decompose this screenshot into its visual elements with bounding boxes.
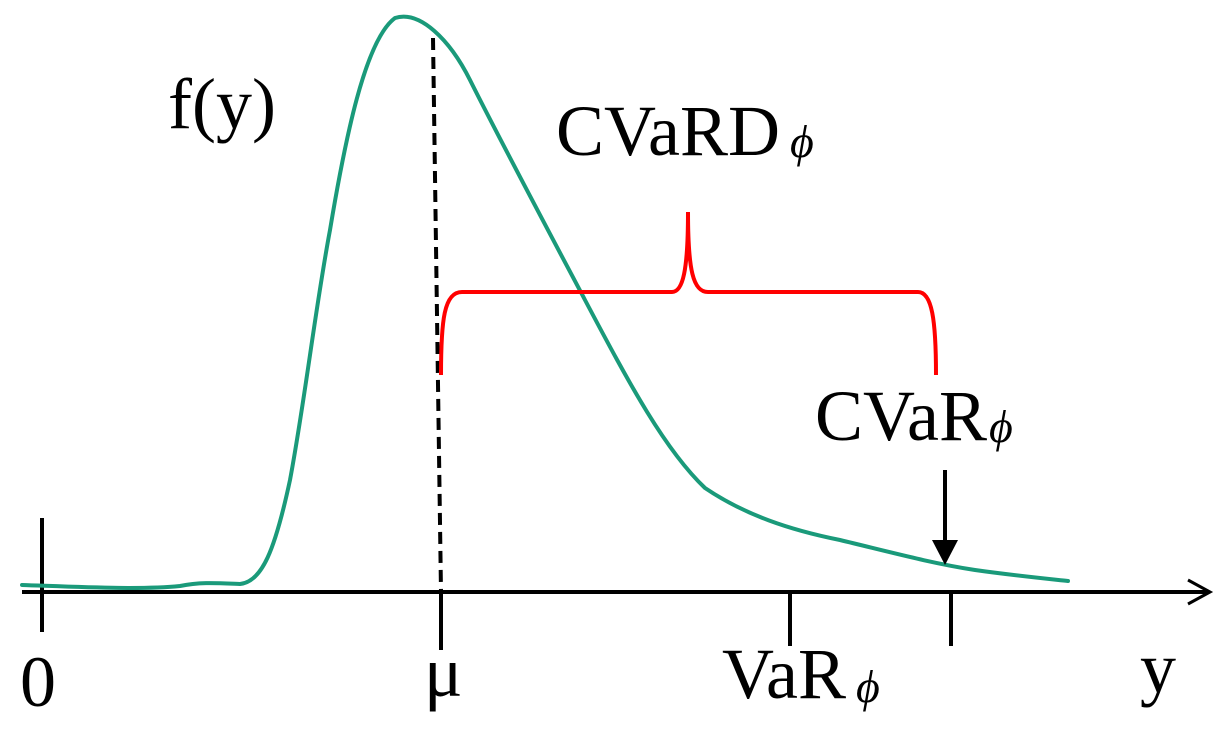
cvar-arrow-head [932,540,958,565]
var-label: VaR ϕ [722,634,880,714]
cvard-label: CVaRD ϕ [556,91,814,171]
x-axis-label: y [1140,628,1176,708]
mean-dashed-line [431,37,443,593]
cvard-brace [439,211,938,376]
density-curve [20,14,1070,590]
origin-label: 0 [20,642,56,722]
cvard-label-main: CVaRD [556,91,780,171]
mean-label: μ [424,632,463,712]
var-label-subscript: ϕ [856,661,880,712]
x-axis-arrowhead [1187,578,1214,606]
density-label: f(y) [168,64,276,144]
cvar-label-subscript: ϕ [989,401,1013,452]
cvar-label-main: CVaR [815,376,987,456]
cvar-label: CVaRϕ [815,376,1013,456]
var-label-main: VaR [722,634,846,714]
cvard-label-subscript: ϕ [790,116,814,167]
